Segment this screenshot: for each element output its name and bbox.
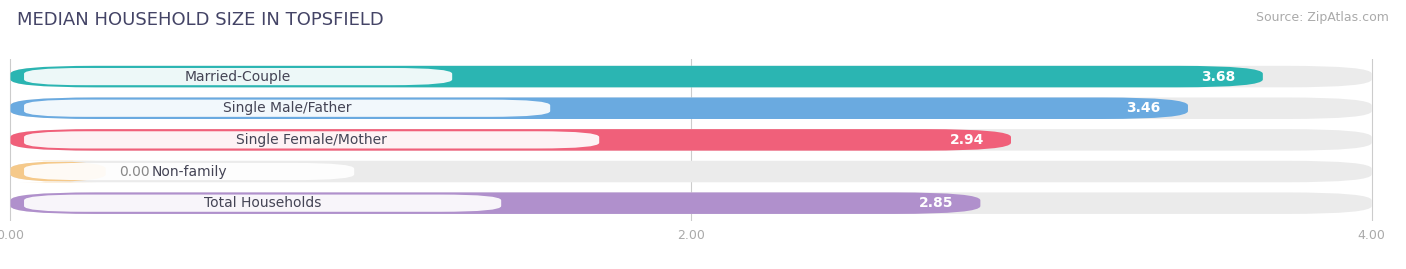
FancyBboxPatch shape <box>10 66 1263 87</box>
Text: 3.68: 3.68 <box>1201 70 1236 84</box>
Text: 2.85: 2.85 <box>918 196 953 210</box>
Text: 0.00: 0.00 <box>120 165 150 179</box>
FancyBboxPatch shape <box>10 161 105 182</box>
Text: Single Female/Mother: Single Female/Mother <box>236 133 387 147</box>
FancyBboxPatch shape <box>24 194 501 212</box>
Text: Single Male/Father: Single Male/Father <box>224 101 352 115</box>
FancyBboxPatch shape <box>10 192 980 214</box>
FancyBboxPatch shape <box>24 163 354 180</box>
FancyBboxPatch shape <box>10 161 1372 182</box>
Text: Source: ZipAtlas.com: Source: ZipAtlas.com <box>1256 11 1389 24</box>
Text: MEDIAN HOUSEHOLD SIZE IN TOPSFIELD: MEDIAN HOUSEHOLD SIZE IN TOPSFIELD <box>17 11 384 29</box>
FancyBboxPatch shape <box>24 131 599 148</box>
FancyBboxPatch shape <box>10 192 1372 214</box>
Text: 2.94: 2.94 <box>949 133 984 147</box>
FancyBboxPatch shape <box>10 129 1372 151</box>
FancyBboxPatch shape <box>24 100 550 117</box>
FancyBboxPatch shape <box>10 97 1188 119</box>
FancyBboxPatch shape <box>10 66 1372 87</box>
FancyBboxPatch shape <box>10 97 1372 119</box>
Text: 3.46: 3.46 <box>1126 101 1161 115</box>
FancyBboxPatch shape <box>24 68 453 85</box>
Text: Total Households: Total Households <box>204 196 322 210</box>
Text: Non-family: Non-family <box>152 165 226 179</box>
Text: Married-Couple: Married-Couple <box>186 70 291 84</box>
FancyBboxPatch shape <box>10 129 1011 151</box>
